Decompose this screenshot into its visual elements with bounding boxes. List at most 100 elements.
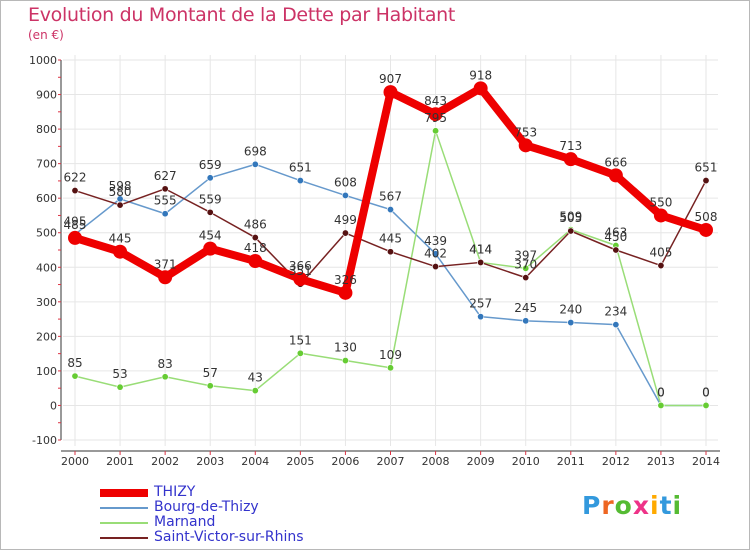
data-point (477, 258, 485, 266)
data-label: 366 (289, 259, 312, 273)
y-tick-label: 200 (36, 330, 57, 343)
data-point (522, 317, 530, 325)
data-label: 109 (379, 348, 402, 362)
data-label: 414 (469, 242, 492, 256)
data-point (702, 177, 710, 185)
logo-letter: x (632, 491, 650, 520)
data-point (612, 321, 620, 329)
legend-label: Bourg-de-Thizy (154, 499, 259, 515)
data-point (563, 152, 578, 167)
data-label: 580 (109, 185, 132, 199)
data-label: 918 (469, 68, 492, 82)
x-tick-label: 2003 (196, 455, 224, 468)
data-point (612, 246, 620, 254)
data-label: 907 (379, 72, 402, 86)
y-tick-label: 500 (36, 227, 57, 240)
data-point (702, 401, 710, 409)
data-point (203, 241, 218, 256)
data-point (522, 264, 530, 272)
data-point (341, 191, 349, 199)
data-label: 351 (289, 264, 312, 278)
data-label: 463 (604, 226, 627, 240)
data-label: 559 (199, 192, 222, 206)
data-label: 240 (559, 303, 582, 317)
data-point (206, 174, 214, 182)
data-label: 0 (702, 385, 710, 399)
data-label: 651 (695, 161, 718, 175)
data-label: 445 (109, 232, 132, 246)
data-label: 666 (604, 155, 627, 169)
data-point (116, 201, 124, 209)
data-label: 627 (154, 169, 177, 183)
data-label: 485 (64, 218, 87, 232)
y-tick-label: 0 (50, 399, 57, 412)
x-tick-label: 2007 (377, 455, 405, 468)
data-point (608, 168, 623, 183)
data-point (251, 387, 259, 395)
chart-title: Evolution du Montant de la Dette par Hab… (28, 4, 456, 26)
logo-letter: i (650, 491, 660, 520)
data-label: 713 (559, 139, 582, 153)
data-point (116, 383, 124, 391)
data-point (296, 349, 304, 357)
proxiti-logo: Proxiti (582, 491, 682, 520)
legend-swatch (100, 522, 148, 524)
data-label: 608 (334, 175, 357, 189)
legend-swatch (100, 507, 148, 509)
data-point (68, 230, 82, 245)
y-tick-label: 800 (36, 123, 57, 136)
data-point (477, 313, 485, 321)
data-label: 83 (158, 357, 173, 371)
data-label: 0 (657, 385, 665, 399)
data-label: 659 (199, 158, 222, 172)
legend-label: THIZY (154, 484, 196, 500)
logo-letter: r (601, 491, 615, 520)
data-point (567, 227, 575, 235)
data-label: 151 (289, 333, 312, 347)
data-label: 371 (154, 257, 177, 271)
data-point (383, 85, 398, 100)
logo-letter: o (614, 491, 633, 520)
data-label: 53 (112, 367, 127, 381)
legend-swatch (100, 489, 148, 497)
data-point (432, 263, 440, 271)
chart-subtitle: (en €) (28, 28, 64, 42)
y-tick-label: 700 (36, 158, 57, 171)
data-label: 550 (649, 195, 672, 209)
data-label: 508 (695, 210, 718, 224)
data-point (699, 222, 713, 237)
data-point (518, 138, 533, 153)
data-point (251, 234, 259, 242)
data-label: 245 (514, 301, 537, 315)
x-tick-label: 2009 (467, 455, 495, 468)
data-label: 418 (244, 241, 267, 255)
data-label: 439 (424, 234, 447, 248)
data-label: 555 (154, 194, 177, 208)
data-point (386, 206, 394, 214)
data-label: 0 (702, 385, 710, 399)
legend-label: Saint-Victor-sur-Rhins (154, 529, 304, 545)
data-point (386, 248, 394, 256)
data-point (657, 401, 665, 409)
data-label: 753 (514, 125, 537, 139)
data-point (657, 262, 665, 270)
data-point (653, 208, 668, 223)
data-label: 445 (379, 232, 402, 246)
data-label: 130 (334, 341, 357, 355)
data-label: 843 (424, 94, 447, 108)
data-label: 795 (424, 111, 447, 125)
data-label: 486 (244, 218, 267, 232)
data-label: 43 (248, 371, 263, 385)
data-label: 257 (469, 297, 492, 311)
data-point (113, 244, 128, 259)
logo-letter: i (672, 491, 683, 520)
data-point (432, 250, 440, 258)
data-point (206, 208, 214, 216)
y-tick-label: 1000 (29, 54, 57, 67)
logo-letter: t (659, 491, 673, 520)
y-tick-label: 900 (36, 89, 57, 102)
x-tick-label: 2000 (61, 455, 89, 468)
data-label: 598 (109, 179, 132, 193)
data-label: 495 (64, 214, 87, 228)
